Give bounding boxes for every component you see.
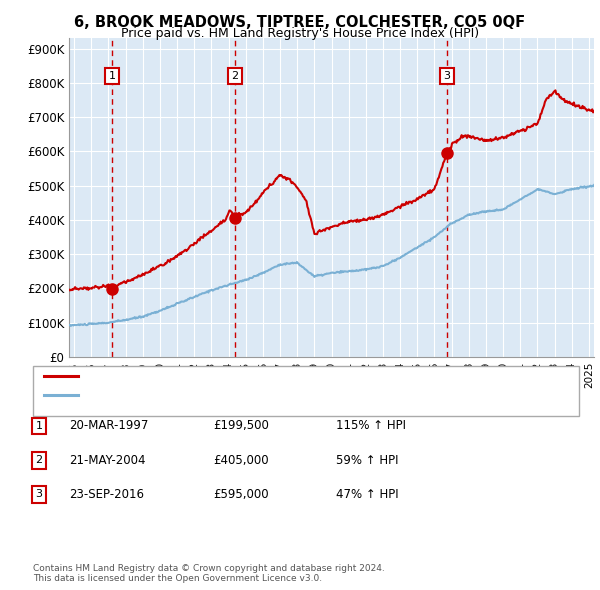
Text: 3: 3 xyxy=(35,490,43,499)
Text: 3: 3 xyxy=(443,71,451,81)
Text: 59% ↑ HPI: 59% ↑ HPI xyxy=(336,454,398,467)
Text: £199,500: £199,500 xyxy=(213,419,269,432)
Text: 20-MAR-1997: 20-MAR-1997 xyxy=(69,419,148,432)
Text: 6, BROOK MEADOWS, TIPTREE, COLCHESTER, CO5 0QF (detached house): 6, BROOK MEADOWS, TIPTREE, COLCHESTER, C… xyxy=(84,371,486,381)
Text: £405,000: £405,000 xyxy=(213,454,269,467)
Text: 23-SEP-2016: 23-SEP-2016 xyxy=(69,488,144,501)
Text: Contains HM Land Registry data © Crown copyright and database right 2024.
This d: Contains HM Land Registry data © Crown c… xyxy=(33,563,385,583)
Text: 6, BROOK MEADOWS, TIPTREE, COLCHESTER, CO5 0QF: 6, BROOK MEADOWS, TIPTREE, COLCHESTER, C… xyxy=(74,15,526,30)
Text: 1: 1 xyxy=(35,421,43,431)
Text: 1: 1 xyxy=(109,71,116,81)
Text: 115% ↑ HPI: 115% ↑ HPI xyxy=(336,419,406,432)
Text: 2: 2 xyxy=(232,71,239,81)
Text: 2: 2 xyxy=(35,455,43,465)
Text: 21-MAY-2004: 21-MAY-2004 xyxy=(69,454,146,467)
Text: HPI: Average price, detached house, Colchester: HPI: Average price, detached house, Colc… xyxy=(84,391,344,400)
Text: £595,000: £595,000 xyxy=(213,488,269,501)
Text: Price paid vs. HM Land Registry's House Price Index (HPI): Price paid vs. HM Land Registry's House … xyxy=(121,27,479,40)
Text: 47% ↑ HPI: 47% ↑ HPI xyxy=(336,488,398,501)
